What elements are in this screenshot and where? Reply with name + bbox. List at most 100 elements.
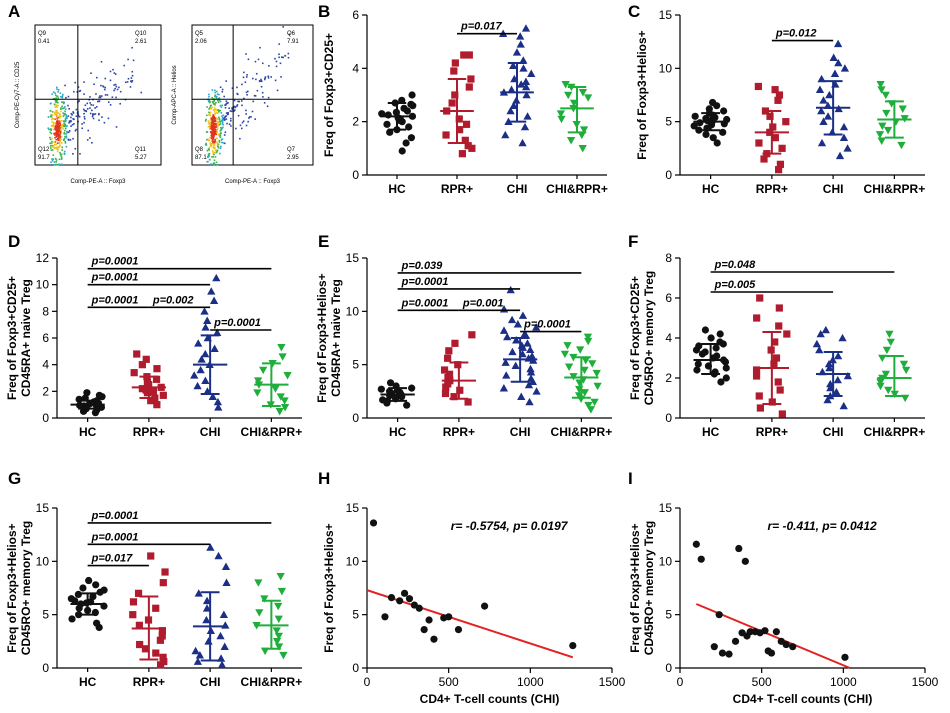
data-point (420, 626, 428, 634)
data-point (778, 410, 786, 418)
correlation-annotation: r= -0.411, p= 0.0412 (767, 519, 877, 533)
flow-event (49, 136, 51, 139)
flow-event (61, 101, 64, 104)
flow-event (60, 125, 62, 128)
flow-event (219, 104, 222, 107)
series-chi (191, 543, 231, 669)
flow-event (114, 87, 116, 90)
flow-event (64, 84, 66, 87)
data-point (776, 386, 784, 394)
data-point (898, 105, 907, 114)
flow-event (55, 164, 58, 166)
flow-event (100, 95, 103, 97)
flow-event (119, 90, 122, 93)
flow-event (208, 158, 211, 161)
data-point (276, 572, 285, 581)
series-chi (815, 39, 852, 160)
data-point (718, 649, 727, 657)
flow-event (51, 93, 53, 95)
flow-event (211, 96, 213, 99)
data-point (770, 360, 778, 368)
data-point (210, 344, 219, 352)
flow-event (104, 94, 107, 96)
flow-event (214, 104, 216, 107)
x-tick-label: 0 (677, 675, 684, 689)
quadrant-value: 7.91 (287, 39, 299, 45)
flow-event (59, 138, 62, 141)
x-tick-label: RPR+ (133, 675, 165, 689)
flow-event (130, 77, 133, 79)
flow-event (77, 114, 80, 117)
quadrant-gate-name: Q10 (135, 31, 147, 37)
flow-event (234, 106, 237, 108)
flow-event (113, 89, 115, 92)
flow-event (66, 130, 68, 133)
flow-event (55, 143, 58, 146)
data-point (499, 383, 509, 392)
flow-event (240, 127, 243, 130)
flow-event (214, 91, 216, 94)
flow-event (107, 117, 110, 120)
data-point (202, 604, 212, 612)
y-axis-label: CD45RO+ memory Treg (642, 271, 656, 405)
flow-event (113, 72, 116, 74)
data-point (455, 115, 463, 123)
data-point (875, 131, 885, 139)
data-point (884, 386, 893, 395)
flow-event (92, 104, 94, 106)
data-point (843, 371, 853, 380)
flow-event (209, 126, 211, 129)
flow-event (213, 107, 216, 109)
data-point (152, 375, 161, 383)
flow-event (282, 26, 285, 28)
data-point (133, 350, 141, 358)
flow-event (209, 119, 212, 121)
flow-event (58, 129, 61, 131)
flow-event (53, 112, 56, 114)
flow-event (72, 153, 74, 155)
flow-event (61, 126, 63, 128)
flow-event (246, 74, 248, 76)
data-point (408, 384, 416, 392)
data-point (771, 134, 779, 142)
flow-event (62, 115, 65, 117)
flow-event (65, 114, 67, 116)
flow-event (215, 109, 218, 112)
flow-event (72, 111, 74, 113)
flow-plot-frame (34, 24, 162, 166)
p-value-label: p=0.0001 (523, 319, 571, 331)
data-point (75, 395, 83, 403)
data-point (752, 372, 761, 380)
flow-event (212, 125, 214, 128)
flow-event (206, 106, 208, 108)
flow-event (51, 158, 53, 160)
flow-event (64, 135, 66, 138)
flow-event (52, 158, 55, 161)
x-tick-label: RPR+ (756, 182, 788, 196)
flow-event (221, 115, 223, 117)
flow-event (224, 116, 226, 119)
flow-event (53, 143, 56, 146)
flow-event (55, 136, 58, 138)
flow-event (253, 94, 256, 97)
flow-event (218, 110, 220, 113)
data-point (832, 387, 841, 396)
flow-event (211, 128, 214, 131)
x-tick-label: RPR+ (443, 425, 475, 439)
data-point (767, 649, 776, 657)
flow-event (212, 135, 214, 137)
flow-event (83, 109, 86, 112)
data-point (588, 360, 597, 368)
data-point (709, 134, 717, 142)
flow-event (70, 116, 72, 119)
flow-event (54, 106, 57, 108)
data-point (442, 131, 450, 139)
flow-event (233, 99, 236, 102)
flow-event (210, 143, 212, 146)
flow-event (95, 105, 98, 108)
flow-event (210, 140, 213, 142)
data-point (454, 361, 462, 369)
data-point (708, 98, 717, 107)
flow-event (218, 139, 221, 142)
flow-y-label: Comp-PE-Cy7-A :: CD25 (15, 61, 21, 128)
